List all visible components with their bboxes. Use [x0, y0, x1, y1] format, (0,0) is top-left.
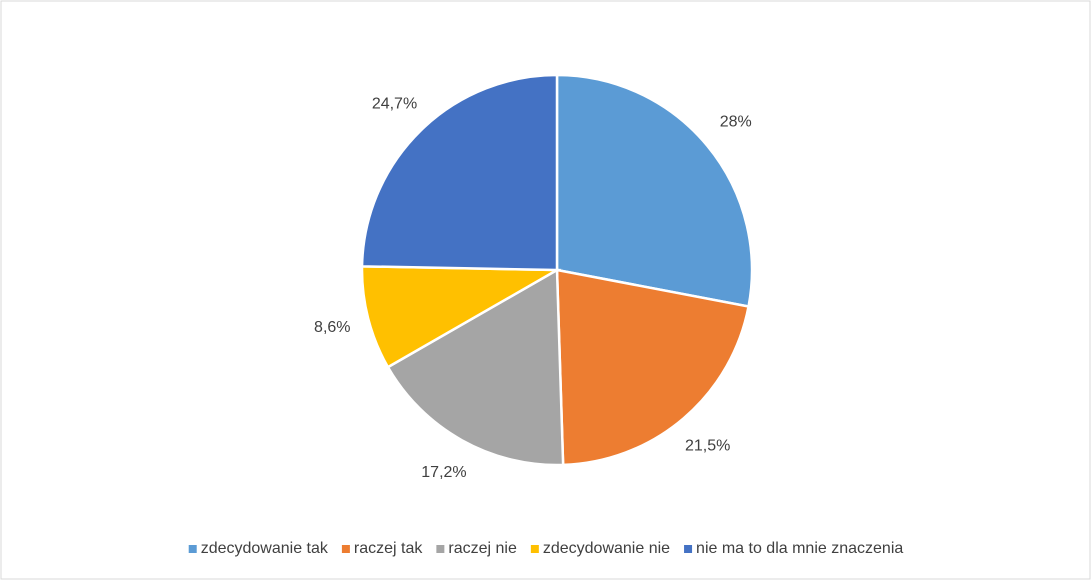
- data-label: 21,5%: [685, 438, 730, 455]
- legend-label: raczej tak: [354, 540, 423, 557]
- data-label: 8,6%: [314, 319, 350, 336]
- legend-swatch: [530, 545, 539, 553]
- legend-swatch: [684, 545, 693, 553]
- pie-slice: [360, 73, 559, 272]
- legend-label: zdecydowanie tak: [201, 540, 329, 557]
- pie-slice: [386, 267, 565, 467]
- legend-label: zdecydowanie nie: [543, 540, 670, 557]
- pie-slice: [555, 268, 751, 467]
- legend-swatch: [188, 545, 197, 553]
- legend: zdecydowanie tak raczej tak raczej nie zdec…: [188, 540, 903, 557]
- legend-swatch: [436, 545, 445, 553]
- data-label: 17,2%: [421, 464, 466, 481]
- data-label: 28%: [720, 113, 752, 130]
- data-label: 24,7%: [372, 96, 417, 113]
- legend-label: nie ma to dla mnie znaczenia: [696, 540, 903, 557]
- pie-slice: [555, 73, 754, 309]
- pie: 28% 21,5% 17,2% 8,6% 24,7%: [314, 73, 754, 481]
- legend-label: raczej nie: [448, 540, 517, 557]
- pie-slice: [360, 265, 562, 369]
- legend-swatch: [341, 545, 350, 553]
